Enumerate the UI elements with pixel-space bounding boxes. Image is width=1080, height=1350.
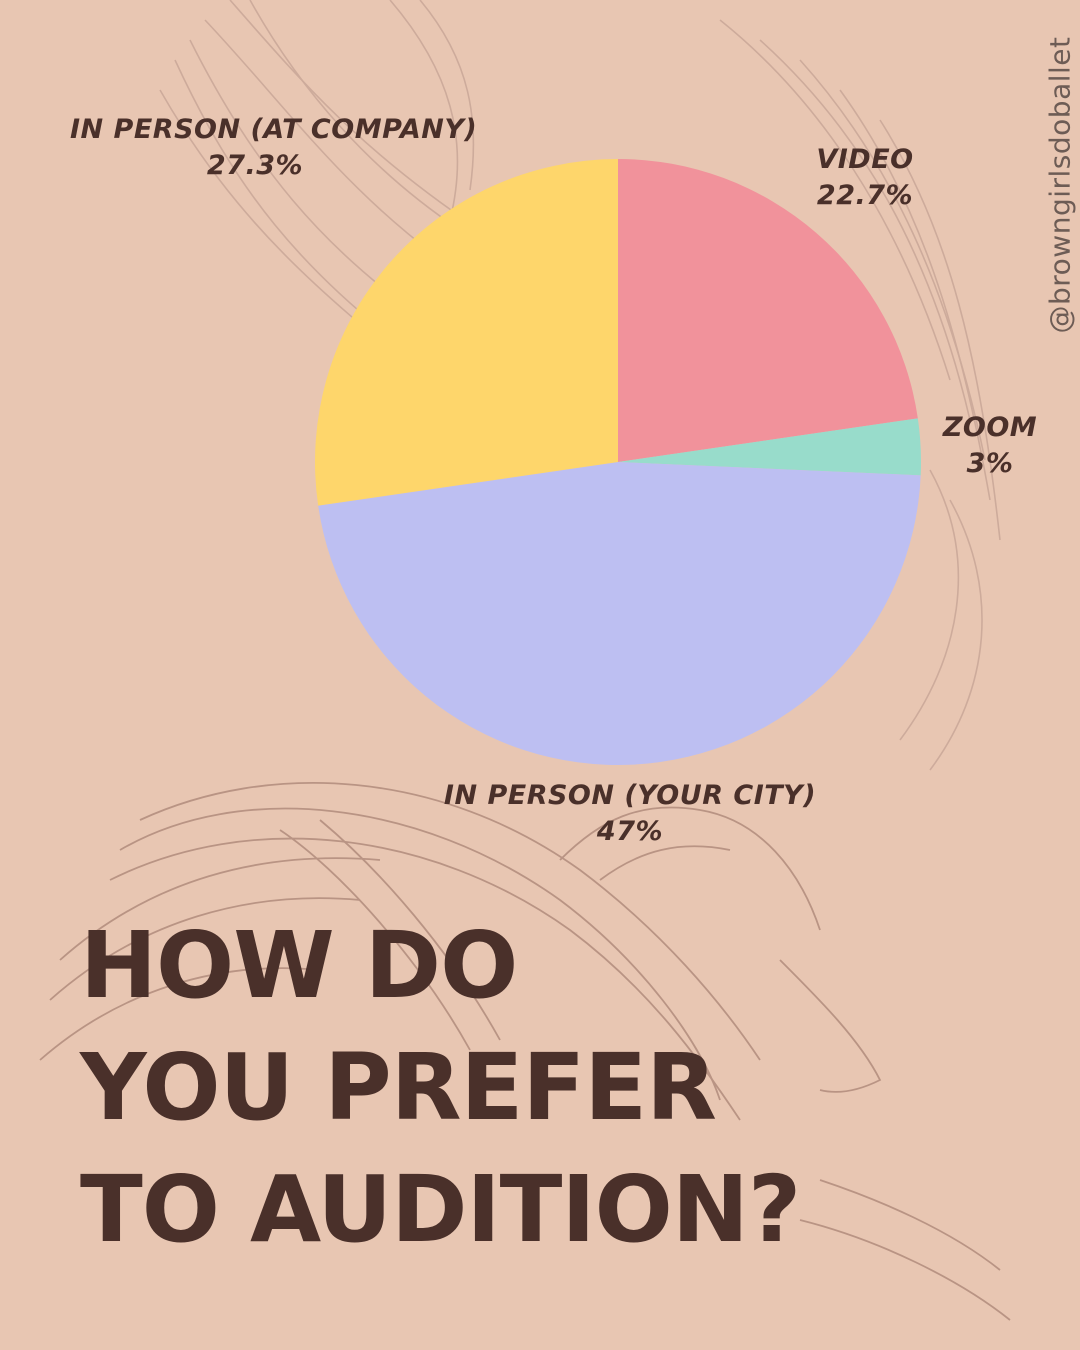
slice-label-in-person-at-company: IN PERSON (AT COMPANY) 27.3% (70, 112, 478, 184)
decor-line (839, 89, 991, 501)
pie-slice-video (618, 159, 918, 462)
decor-line (599, 845, 731, 881)
decor-line (319, 819, 501, 1041)
decor-line (249, 0, 461, 231)
decor-line (279, 829, 471, 1051)
slice-name: IN PERSON (YOUR CITY) (443, 780, 817, 811)
pie-slice-in-person-at-company (315, 159, 618, 506)
slice-percent: 27.3% (206, 150, 304, 181)
decor-line (819, 1179, 1001, 1271)
decor-line (929, 499, 983, 771)
headline-line: HOW DO (80, 912, 518, 1019)
slice-label-zoom: ZOOM 3% (925, 410, 1055, 482)
slice-percent: 22.7% (816, 180, 914, 211)
decor-line (419, 0, 475, 191)
slice-label-video: VIDEO 22.7% (785, 142, 945, 214)
headline-line: TO AUDITION? (80, 1156, 801, 1263)
slice-name: IN PERSON (AT COMPANY) (70, 114, 478, 145)
decor-line (759, 39, 971, 421)
decor-line (109, 837, 741, 1121)
headline-question: HOW DO YOU PREFER TO AUDITION? (80, 905, 801, 1271)
decor-line (559, 806, 821, 931)
slice-percent: 47% (596, 816, 664, 847)
decor-line (879, 119, 1001, 541)
decor-line (389, 0, 459, 221)
decor-line (119, 807, 721, 1101)
decor-line (49, 897, 361, 1001)
decor-line (59, 857, 381, 961)
pie-slice-in-person-your-city (318, 462, 921, 765)
decor-line (799, 59, 986, 461)
decor-line (719, 19, 951, 381)
decor-line (799, 1219, 1011, 1321)
pie-slice-zoom (618, 418, 921, 476)
decor-line (229, 0, 481, 231)
decor-line (139, 782, 761, 1061)
decor-line (779, 959, 882, 1093)
slice-percent: 3% (966, 448, 1014, 479)
decor-line (39, 967, 321, 1061)
headline-line: YOU PREFER (80, 1034, 717, 1141)
instagram-handle: @browngirlsdoballet (1043, 36, 1077, 334)
slice-label-in-person-your-city: IN PERSON (YOUR CITY) 47% (410, 778, 850, 850)
slice-name: ZOOM (942, 412, 1038, 443)
decor-line (899, 469, 960, 741)
slice-name: VIDEO (816, 144, 914, 175)
